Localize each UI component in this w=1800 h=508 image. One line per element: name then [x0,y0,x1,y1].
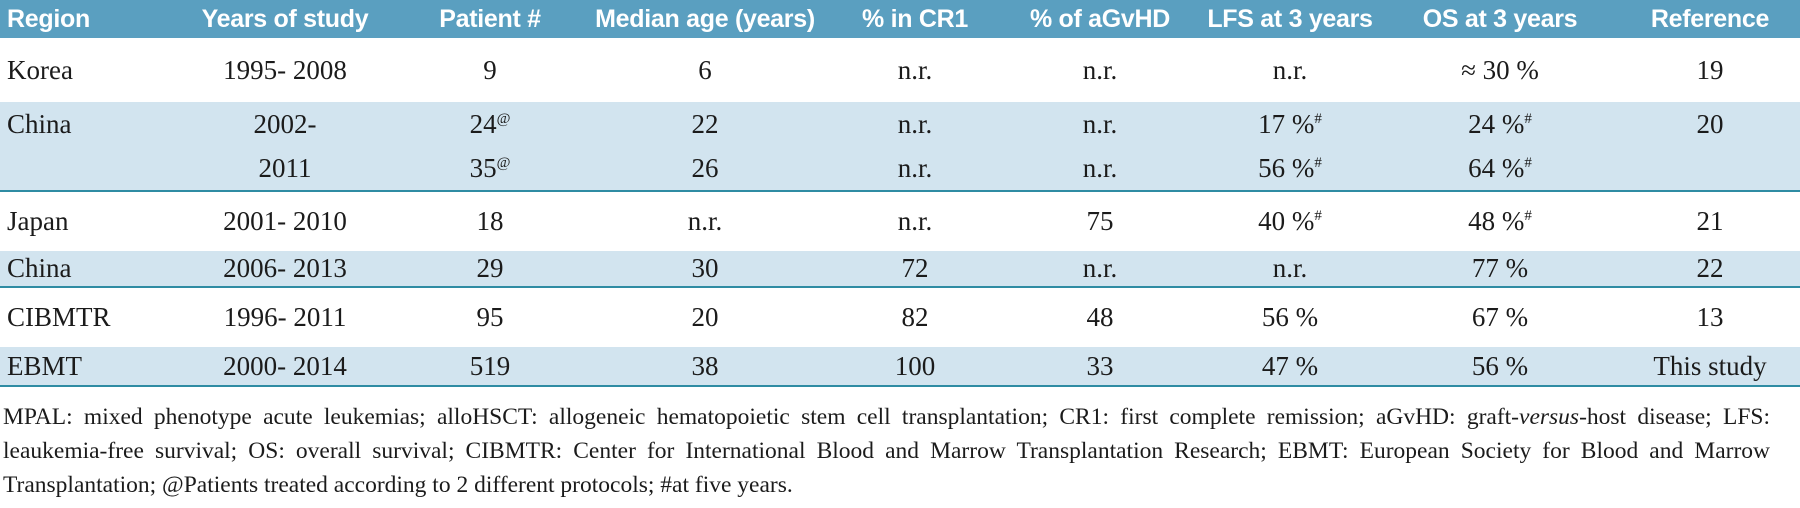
table-cell: 17 %# [1200,102,1380,146]
table-cell: 1995- 2008 [223,54,347,85]
table-cell: n.r. [897,206,933,236]
table-header: Region Years of study Patient # Median age … [0,0,1800,38]
table-cell: n.r. [1000,251,1200,288]
table-cell: n.r. [1000,146,1200,192]
table-cell: 40 %# [1258,206,1322,236]
table-row: CIBMTR 1996- 2011 95 20 82 48 56 % 67 % 13 [0,287,1800,347]
table-cell: n.r. [897,54,933,85]
table-cell: 13 [1696,302,1724,332]
table-cell: 67 % [1471,302,1529,332]
table-row: Japan 2001- 2010 18 n.r. n.r. 75 40 %# 48 %# 21 [0,191,1800,251]
table-cell: 2011 [170,146,400,192]
table-cell: n.r. [1000,102,1200,146]
column-header: Median age (years) [580,0,830,38]
table-cell: 18 [476,206,504,236]
table-cell: CIBMTR [7,302,111,332]
table-cell: 26 [580,146,830,192]
table-cell: China [0,251,170,288]
table-cell: EBMT [0,347,170,387]
table-cell: 1996- 2011 [223,302,347,332]
table-cell: 56 % [1261,302,1319,332]
table-cell: 29 [400,251,580,288]
column-header: LFS at 3 years [1200,0,1380,38]
table-cell: 20 [691,302,719,332]
table-cell: This study [1620,347,1800,387]
table-cell: 24@ [400,102,580,146]
table-cell [1620,146,1800,192]
table-cell: 77 % [1380,251,1620,288]
table-cell: 95 [476,302,504,332]
table-cell: China [0,102,170,146]
table-cell: 2002- [170,102,400,146]
table-cell: 6 [698,54,712,85]
table-cell: 22 [580,102,830,146]
table-cell: 64 %# [1380,146,1620,192]
table-cell: 519 [400,347,580,387]
table-cell: 9 [483,54,497,85]
table-cell: Japan [7,206,69,236]
table-row: China 2006- 2013 29 30 72 n.r. n.r. 77 % 22 [0,251,1800,288]
table-cell: 19 [1696,54,1724,85]
table-cell: 47 % [1200,347,1380,387]
table-cell: 35@ [400,146,580,192]
table-cell: n.r. [1272,54,1308,85]
table-cell: 24 %# [1380,102,1620,146]
column-header: Patient # [400,0,580,38]
study-comparison-table: Region Years of study Patient # Median age … [0,0,1800,387]
table-cell: 38 [580,347,830,387]
table-cell: n.r. [830,146,1000,192]
table-cell: 2006- 2013 [170,251,400,288]
table-cell: 22 [1620,251,1800,288]
table-row: China 2002- 24@ 22 n.r. n.r. 17 %# 24 %# 20 [0,102,1800,146]
column-header: % in CR1 [830,0,1000,38]
column-header: OS at 3 years [1380,0,1620,38]
table-row: EBMT 2000- 2014 519 38 100 33 47 % 56 % This stu… [0,347,1800,387]
table-cell: n.r. [830,102,1000,146]
table-cell: 2000- 2014 [170,347,400,387]
table-cell: 48 [1086,302,1114,332]
table-cell: ≈ 30 % [1461,54,1539,85]
table-cell: 72 [830,251,1000,288]
table-cell: 56 % [1380,347,1620,387]
table-cell: Korea [7,54,73,85]
table-cell: 48 %# [1468,206,1532,236]
table-cell: 82 [901,302,929,332]
table-cell: 56 %# [1200,146,1380,192]
table-cell: 2001- 2010 [223,206,347,236]
table-row: Korea 1995- 2008 9 6 n.r. n.r. n.r. ≈ 30 % 19 [0,38,1800,102]
table-cell: 21 [1696,206,1724,236]
table-body: Korea 1995- 2008 9 6 n.r. n.r. n.r. ≈ 30 % 19 Chi… [0,38,1800,387]
column-header: Years of study [170,0,400,38]
table-cell: 75 [1086,206,1114,236]
table-cell: 100 [830,347,1000,387]
table-footnote: MPAL: mixed phenotype acute leukemias; a… [3,404,1770,498]
column-header: Reference [1620,0,1800,38]
table-cell: 33 [1000,347,1200,387]
table-cell: 20 [1620,102,1800,146]
table-cell: n.r. [1200,251,1380,288]
table-row: 2011 35@ 26 n.r. n.r. 56 %# 64 %# [0,146,1800,192]
column-header: % of aGvHD [1000,0,1200,38]
table-cell: 30 [580,251,830,288]
table-cell: n.r. [1082,54,1118,85]
table-cell [0,146,170,192]
header-row: Region Years of study Patient # Median age … [0,0,1800,38]
column-header: Region [0,0,170,38]
table-cell: n.r. [687,206,723,236]
